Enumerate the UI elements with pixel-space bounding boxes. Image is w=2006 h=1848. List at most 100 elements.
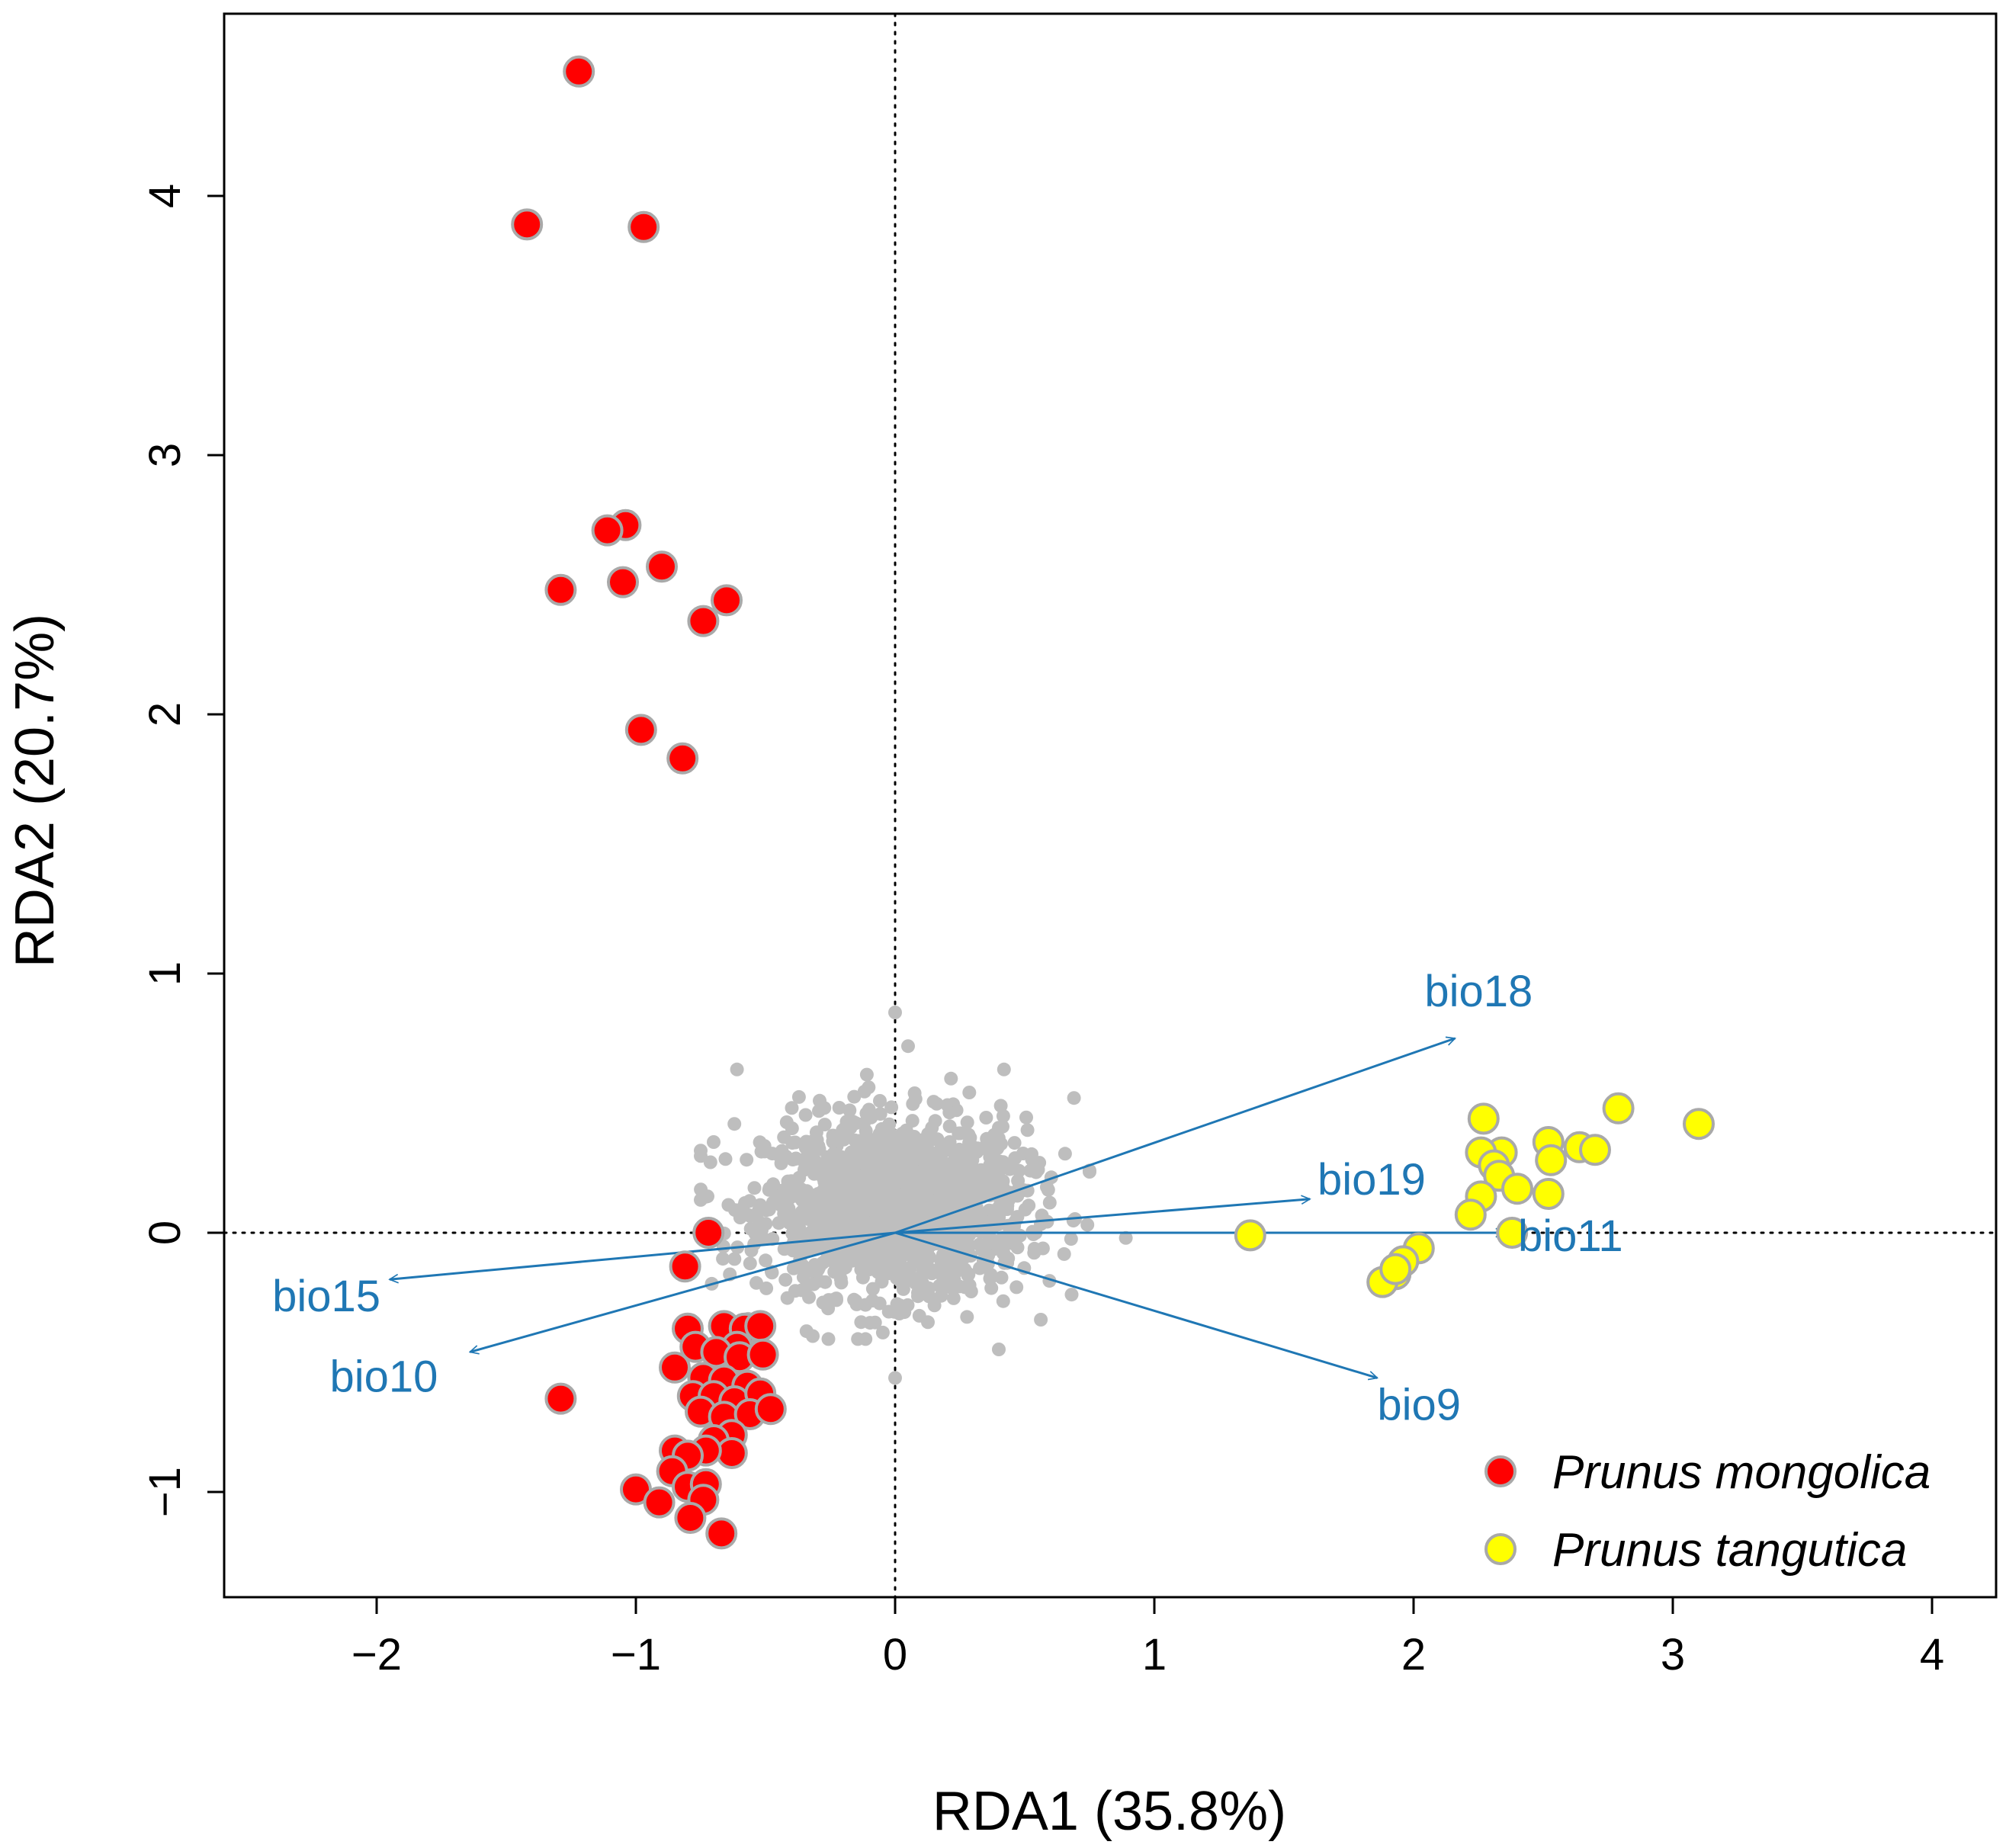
- sample-point: [1579, 1134, 1611, 1166]
- snp-point: [996, 1294, 1010, 1308]
- snp-point: [961, 1179, 976, 1194]
- snp-point: [859, 1332, 873, 1346]
- legend-marker: [1484, 1533, 1517, 1565]
- biplot-arrows: [390, 1038, 1504, 1378]
- legend: Prunus mongolica Prunus tangutica: [1484, 1446, 1931, 1577]
- y-tick-label: 2: [140, 702, 190, 727]
- snp-point: [772, 1216, 786, 1230]
- arrow-label-bio15: bio15: [272, 1272, 380, 1321]
- snp-point: [912, 1308, 926, 1323]
- snp-point: [798, 1108, 813, 1122]
- snp-point: [806, 1329, 820, 1343]
- arrow-bio19: [894, 1199, 1310, 1234]
- sample-point: [591, 514, 624, 547]
- snp-point: [727, 1117, 742, 1131]
- snp-point: [727, 1252, 742, 1266]
- snp-point: [1011, 1173, 1025, 1188]
- snp-point: [881, 1131, 895, 1145]
- sample-point: [1234, 1219, 1266, 1252]
- snp-point: [900, 1153, 915, 1167]
- snp-point: [912, 1165, 926, 1179]
- snp-point: [961, 1128, 976, 1142]
- sample-point: [1532, 1178, 1565, 1210]
- snp-point: [694, 1192, 708, 1207]
- x-tick-label: 4: [1920, 1630, 1944, 1680]
- sample-point: [1535, 1144, 1568, 1176]
- sample-point: [1501, 1173, 1533, 1205]
- snp-point: [925, 1266, 939, 1281]
- snp-point: [801, 1210, 815, 1224]
- snp-point: [859, 1219, 873, 1234]
- snp-point: [934, 1253, 948, 1267]
- sample-point: [705, 1517, 738, 1550]
- snp-point: [1035, 1208, 1049, 1223]
- snp-point: [827, 1220, 842, 1234]
- sample-point: [544, 1382, 577, 1415]
- x-axis-title: RDA1 (35.8%): [932, 1781, 1286, 1842]
- snp-point: [1066, 1214, 1080, 1228]
- snp-point: [888, 1006, 902, 1019]
- snp-point: [958, 1280, 972, 1295]
- snp-point: [822, 1233, 836, 1247]
- snp-point: [1007, 1136, 1022, 1150]
- snp-point: [1020, 1123, 1035, 1137]
- y-axis: −1 0 1 2 3 4: [140, 184, 226, 1517]
- arrow-bio9: [894, 1231, 1377, 1378]
- snp-point: [845, 1253, 859, 1268]
- snp-point: [841, 1211, 855, 1225]
- snp-point: [916, 1154, 931, 1169]
- sample-point: [1602, 1092, 1635, 1125]
- snp-point: [962, 1086, 977, 1099]
- snp-point: [859, 1067, 874, 1082]
- snp-point: [897, 1302, 910, 1317]
- snp-point: [945, 1144, 959, 1158]
- x-tick-label: −1: [611, 1630, 661, 1680]
- sample-point: [1496, 1217, 1529, 1249]
- y-tick-label: 4: [140, 184, 190, 208]
- snp-point: [949, 1233, 964, 1247]
- x-tick-label: 0: [883, 1630, 907, 1680]
- y-tick-label: 0: [140, 1221, 190, 1245]
- snp-point: [847, 1292, 862, 1307]
- snp-point: [847, 1089, 862, 1104]
- snp-point: [865, 1195, 879, 1210]
- snp-point: [875, 1325, 890, 1339]
- snp-point: [996, 1174, 1010, 1189]
- sample-point: [674, 1502, 707, 1534]
- snp-point: [1041, 1182, 1055, 1197]
- snp-point: [785, 1153, 800, 1166]
- y-axis-title: RDA2 (20.7%): [5, 614, 66, 967]
- snp-point: [829, 1291, 843, 1306]
- snp-point: [1042, 1195, 1057, 1210]
- snp-point: [718, 1152, 733, 1166]
- sample-point: [1454, 1198, 1487, 1231]
- sample-point: [744, 1310, 777, 1343]
- snp-point: [857, 1084, 871, 1099]
- snp-point: [694, 1182, 708, 1197]
- snp-point: [939, 1178, 953, 1192]
- snp-point: [947, 1169, 961, 1183]
- snp-point: [979, 1111, 993, 1125]
- snp-point: [1005, 1231, 1019, 1246]
- snp-point: [765, 1232, 780, 1246]
- sample-point: [607, 566, 639, 598]
- arrow-labels: bio18 bio19 bio11 bio9 bio15 bio10: [272, 967, 1623, 1429]
- sample-point: [1683, 1108, 1715, 1141]
- snp-point: [826, 1134, 840, 1149]
- snp-point: [811, 1139, 826, 1153]
- snp-point: [960, 1115, 974, 1130]
- sample-point: [1467, 1102, 1500, 1135]
- snp-point: [996, 1119, 1009, 1134]
- snp-point: [740, 1153, 754, 1167]
- sample-point: [746, 1338, 779, 1371]
- snp-point: [766, 1177, 781, 1192]
- snp-point: [912, 1178, 926, 1192]
- legend-label: Prunus tangutica: [1552, 1524, 1907, 1577]
- sample-point: [669, 1250, 701, 1283]
- snp-point: [896, 1282, 910, 1296]
- legend-marker: [1484, 1455, 1517, 1487]
- legend-label: Prunus mongolica: [1552, 1446, 1931, 1499]
- snp-point: [1119, 1230, 1133, 1245]
- snp-point: [873, 1107, 887, 1121]
- snp-point: [792, 1170, 807, 1185]
